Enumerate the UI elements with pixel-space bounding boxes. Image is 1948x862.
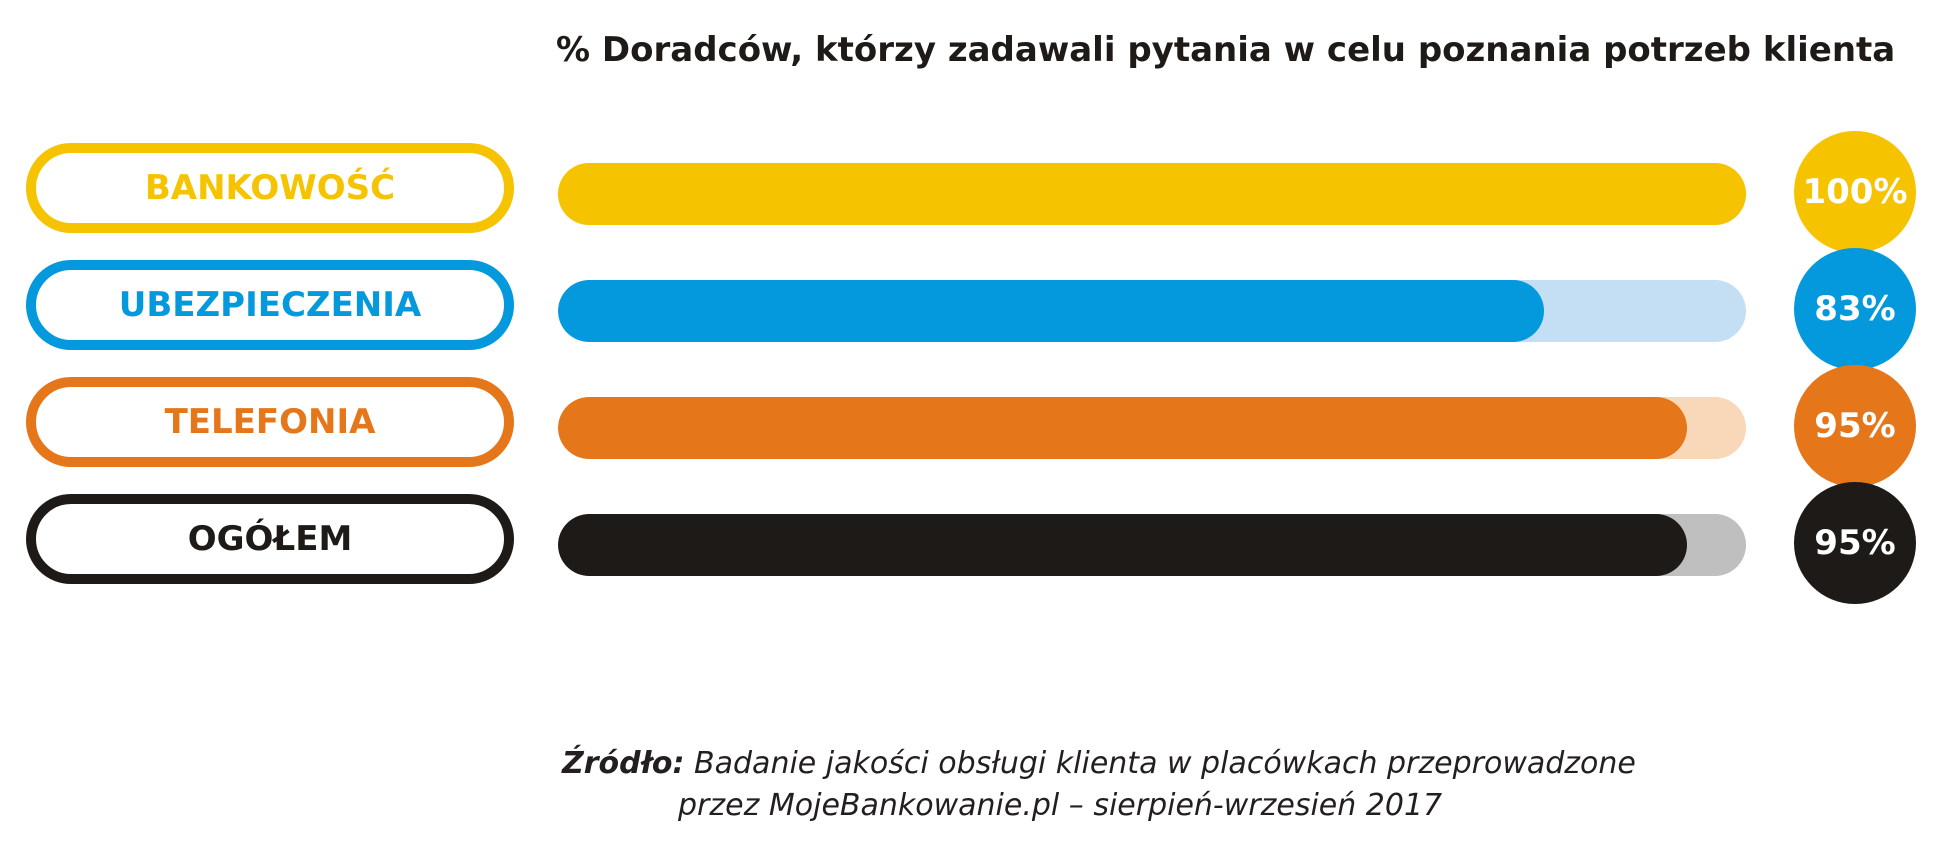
bar-row: UBEZPIECZENIA 83% <box>0 248 1948 370</box>
bar-track <box>558 514 1746 576</box>
bar-track <box>558 163 1746 225</box>
source-line-1: Badanie jakości obsługi klienta w placów… <box>694 746 1636 781</box>
bar-row: TELEFONIA 95% <box>0 365 1948 487</box>
source-label: Źródło: <box>562 746 685 781</box>
category-label: UBEZPIECZENIA <box>26 260 514 350</box>
bar-row: OGÓŁEM 95% <box>0 482 1948 604</box>
source-note: Źródło: Badanie jakości obsługi klienta … <box>562 743 1662 827</box>
bar-track <box>558 280 1746 342</box>
category-label: BANKOWOŚĆ <box>26 143 514 233</box>
source-line-2: przez MojeBankowanie.pl – sierpień-wrzes… <box>678 788 1443 823</box>
bar-fill <box>558 280 1545 342</box>
bar-fill <box>558 163 1746 225</box>
chart-title: % Doradców, którzy zadawali pytania w ce… <box>556 30 1896 70</box>
category-label: OGÓŁEM <box>26 494 514 584</box>
value-badge: 100% <box>1794 131 1916 253</box>
bar-track <box>558 397 1746 459</box>
bar-fill <box>558 397 1687 459</box>
bar-row: BANKOWOŚĆ 100% <box>0 131 1948 253</box>
value-badge: 95% <box>1794 482 1916 604</box>
value-badge: 83% <box>1794 248 1916 370</box>
value-badge: 95% <box>1794 365 1916 487</box>
category-label: TELEFONIA <box>26 377 514 467</box>
bar-fill <box>558 514 1687 576</box>
